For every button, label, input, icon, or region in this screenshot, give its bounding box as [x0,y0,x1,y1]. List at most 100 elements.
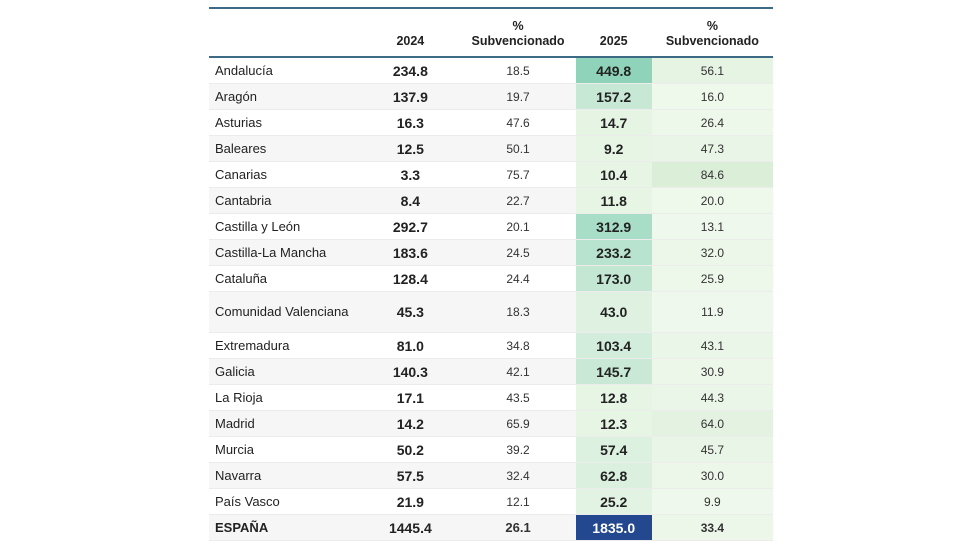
pct-2024-cell: 65.9 [460,410,576,437]
value-2025-cell: 10.4 [575,161,652,188]
region-cell: Murcia [209,436,361,463]
value-2024-cell: 17.1 [360,384,461,411]
header-2024: 2024 [360,8,461,58]
value-2024-cell: 81.0 [360,332,461,359]
pct-2025-cell: 20.0 [651,187,773,214]
pct-2024-cell: 75.7 [460,161,576,188]
value-2024-cell: 140.3 [360,358,461,385]
value-2024-cell: 50.2 [360,436,461,463]
region-cell: Cantabria [209,187,361,214]
table-row: La Rioja 17.1 43.5 12.8 44.3 [209,384,773,411]
table-row: Andalucía 234.8 18.5 449.8 56.1 [209,57,773,84]
pct-2025-cell: 13.1 [651,213,773,240]
value-2024-cell: 292.7 [360,213,461,240]
table-row: Cataluña 128.4 24.4 173.0 25.9 [209,265,773,292]
header-row: 2024 % Subvencionado 2025 % Subvencionad… [209,8,773,58]
pct-2024-cell: 24.5 [460,239,576,266]
region-cell: Castilla-La Mancha [209,239,361,266]
header-pct-2024: % Subvencionado [460,8,576,58]
pct-2025-cell: 11.9 [651,291,773,333]
table-row: Canarias 3.3 75.7 10.4 84.6 [209,161,773,188]
header-pct-2025: % Subvencionado [651,8,773,58]
value-2024-cell: 128.4 [360,265,461,292]
table-row: Aragón 137.9 19.7 157.2 16.0 [209,83,773,110]
value-2025-cell: 1835.0 [575,514,652,541]
value-2024-cell: 183.6 [360,239,461,266]
pct-2024-cell: 18.3 [460,291,576,333]
region-cell: Aragón [209,83,361,110]
value-2025-cell: 25.2 [575,488,652,515]
pct-2024-cell: 20.1 [460,213,576,240]
pct-2024-cell: 47.6 [460,109,576,136]
region-cell: Galicia [209,358,361,385]
pct-2024-cell: 12.1 [460,488,576,515]
value-2025-cell: 449.8 [575,57,652,84]
region-cell: Canarias [209,161,361,188]
value-2025-cell: 145.7 [575,358,652,385]
pct-2025-cell: 33.4 [651,514,773,541]
pct-2025-cell: 30.0 [651,462,773,489]
value-2024-cell: 12.5 [360,135,461,162]
table-row: Baleares 12.5 50.1 9.2 47.3 [209,135,773,162]
table-row: Comunidad Valenciana 45.3 18.3 43.0 11.9 [209,291,773,333]
value-2024-cell: 14.2 [360,410,461,437]
value-2024-cell: 234.8 [360,57,461,84]
value-2024-cell: 137.9 [360,83,461,110]
table-row: Madrid 14.2 65.9 12.3 64.0 [209,410,773,437]
pct-2025-cell: 47.3 [651,135,773,162]
pct-2025-cell: 30.9 [651,358,773,385]
value-2024-cell: 1445.4 [360,514,461,541]
pct-2025-cell: 64.0 [651,410,773,437]
region-cell: Andalucía [209,57,361,84]
pct-2024-cell: 26.1 [460,514,576,541]
value-2025-cell: 233.2 [575,239,652,266]
value-2025-cell: 103.4 [575,332,652,359]
region-cell: Comunidad Valenciana [209,291,361,333]
value-2025-cell: 12.3 [575,410,652,437]
value-2025-cell: 312.9 [575,213,652,240]
pct-2025-cell: 56.1 [651,57,773,84]
header-2025: 2025 [575,8,652,58]
table-row: Navarra 57.5 32.4 62.8 30.0 [209,462,773,489]
region-cell: ESPAÑA [209,514,361,541]
table-row: País Vasco 21.9 12.1 25.2 9.9 [209,488,773,515]
region-cell: Castilla y León [209,213,361,240]
value-2025-cell: 9.2 [575,135,652,162]
region-cell: Madrid [209,410,361,437]
value-2024-cell: 16.3 [360,109,461,136]
pct-2025-cell: 43.1 [651,332,773,359]
value-2025-cell: 62.8 [575,462,652,489]
region-cell: Baleares [209,135,361,162]
value-2025-cell: 14.7 [575,109,652,136]
table-row: Asturias 16.3 47.6 14.7 26.4 [209,109,773,136]
table-row: Castilla-La Mancha 183.6 24.5 233.2 32.0 [209,239,773,266]
table-row: Murcia 50.2 39.2 57.4 45.7 [209,436,773,463]
pct-2024-cell: 24.4 [460,265,576,292]
value-2025-cell: 157.2 [575,83,652,110]
pct-2025-cell: 45.7 [651,436,773,463]
total-row: ESPAÑA 1445.4 26.1 1835.0 33.4 [209,514,773,541]
pct-2024-cell: 32.4 [460,462,576,489]
value-2025-cell: 12.8 [575,384,652,411]
pct-2024-cell: 18.5 [460,57,576,84]
pct-2024-cell: 19.7 [460,83,576,110]
header-region [209,8,361,58]
table-row: Castilla y León 292.7 20.1 312.9 13.1 [209,213,773,240]
pct-2025-cell: 25.9 [651,265,773,292]
value-2024-cell: 21.9 [360,488,461,515]
pct-2024-cell: 50.1 [460,135,576,162]
value-2025-cell: 11.8 [575,187,652,214]
value-2024-cell: 57.5 [360,462,461,489]
region-cell: La Rioja [209,384,361,411]
pct-2025-cell: 9.9 [651,488,773,515]
region-cell: Cataluña [209,265,361,292]
table-row: Galicia 140.3 42.1 145.7 30.9 [209,358,773,385]
pct-2025-cell: 44.3 [651,384,773,411]
value-2024-cell: 8.4 [360,187,461,214]
region-cell: Extremadura [209,332,361,359]
pct-2025-cell: 26.4 [651,109,773,136]
subsidy-table: 2024 % Subvencionado 2025 % Subvencionad… [209,7,773,541]
pct-2024-cell: 42.1 [460,358,576,385]
value-2024-cell: 45.3 [360,291,461,333]
value-2025-cell: 57.4 [575,436,652,463]
